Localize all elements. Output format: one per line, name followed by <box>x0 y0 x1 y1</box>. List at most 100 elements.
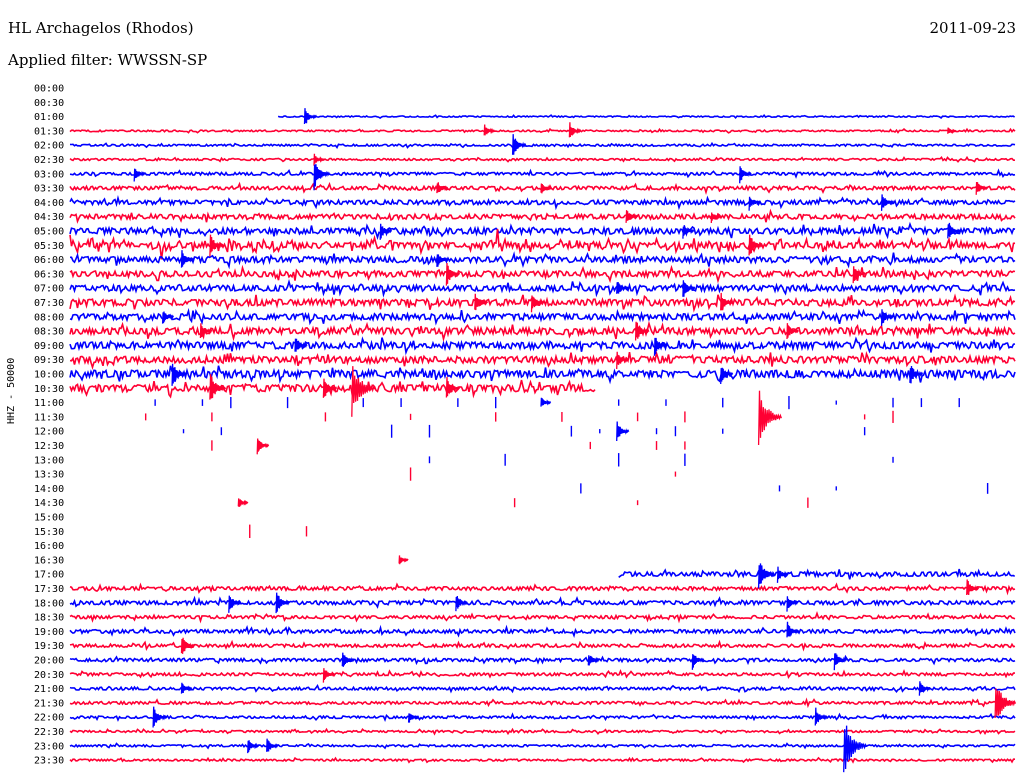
trace-row-2030 <box>69 668 1015 680</box>
event-burst <box>511 134 527 155</box>
event-burst <box>568 122 582 138</box>
event-burst <box>275 592 290 614</box>
event-burst <box>757 390 783 446</box>
event-burst <box>540 397 552 407</box>
event-burst <box>294 338 308 352</box>
event-burst <box>322 668 335 683</box>
trace-row-0500 <box>69 221 1016 240</box>
event-burst <box>161 311 174 324</box>
time-tick-label: 03:30 <box>34 184 64 195</box>
event-burst <box>341 652 355 667</box>
event-burst <box>436 254 449 267</box>
trace-row-2230 <box>69 727 1016 736</box>
event-burst <box>247 740 260 754</box>
time-tick-label: 14:00 <box>34 484 64 495</box>
event-burst <box>653 337 668 356</box>
trace-row-1900 <box>69 624 1016 638</box>
trace-row-1700 <box>618 568 1016 580</box>
time-tick-label: 12:00 <box>34 427 64 438</box>
time-tick-label: 01:30 <box>34 126 64 137</box>
event-burst <box>776 566 789 583</box>
event-burst <box>303 108 318 125</box>
trace-row-1730 <box>69 582 1016 596</box>
event-burst <box>909 365 924 384</box>
trace-row-0700 <box>69 278 1016 298</box>
trace-row-0800 <box>69 307 1016 326</box>
event-burst <box>739 166 752 184</box>
event-burst <box>757 563 775 589</box>
event-burst <box>833 653 847 671</box>
event-burst <box>720 367 734 385</box>
event-burst <box>483 124 495 136</box>
event-burst <box>407 713 420 723</box>
event-burst <box>880 309 894 326</box>
time-tick-label: 23:00 <box>34 741 64 752</box>
trace-row-0630 <box>69 264 1016 284</box>
time-tick-label: 19:30 <box>34 641 64 652</box>
event-burst <box>720 292 734 311</box>
time-tick-label: 07:00 <box>34 284 64 295</box>
time-tick-label: 04:00 <box>34 198 64 209</box>
time-tick-label: 21:00 <box>34 684 64 695</box>
time-tick-label: 14:30 <box>34 498 64 509</box>
time-tick-label: 11:00 <box>34 398 64 409</box>
time-tick-label: 11:30 <box>34 412 64 423</box>
event-burst <box>379 223 393 240</box>
time-tick-label: 00:00 <box>34 84 64 95</box>
time-tick-label: 10:00 <box>34 370 64 381</box>
time-tick-label: 23:30 <box>34 756 64 767</box>
event-burst <box>152 706 167 728</box>
time-tick-label: 03:00 <box>34 169 64 180</box>
event-burst <box>351 366 376 417</box>
event-burst <box>947 222 962 239</box>
trace-row-0200 <box>69 141 1016 150</box>
event-burst <box>947 127 957 135</box>
trace-row-0400 <box>69 194 1016 211</box>
time-tick-label: 13:30 <box>34 470 64 481</box>
trace-row-0300 <box>69 168 1016 179</box>
trace-row-1000 <box>69 365 1016 385</box>
event-burst <box>256 438 270 455</box>
record-date: 2011-09-23 <box>929 19 1016 37</box>
time-tick-label: 07:30 <box>34 298 64 309</box>
event-burst <box>133 168 146 182</box>
event-burst <box>199 323 213 339</box>
applied-filter: Applied filter: WWSSN-SP <box>8 51 208 69</box>
trace-row-0100 <box>277 113 1016 119</box>
event-burst <box>748 196 761 211</box>
station-name: HL Archagelos (Rhodos) <box>8 19 194 37</box>
event-burst <box>587 655 600 666</box>
event-burst <box>313 153 325 166</box>
time-tick-label: 20:30 <box>34 670 64 681</box>
time-tick-label: 17:00 <box>34 570 64 581</box>
event-burst <box>966 579 980 596</box>
time-tick-label: 02:00 <box>34 141 64 152</box>
event-burst <box>843 725 868 773</box>
trace-row-0830 <box>69 320 1016 343</box>
trace-row-1800 <box>69 595 1016 609</box>
trace-row-0130 <box>69 127 1016 134</box>
trace-row-1030 <box>69 379 596 399</box>
event-burst <box>682 225 695 239</box>
event-burst <box>814 707 828 726</box>
event-burst <box>975 181 988 195</box>
event-burst <box>445 262 461 286</box>
time-tick-label: 21:30 <box>34 698 64 709</box>
time-tick-label: 16:00 <box>34 541 64 552</box>
event-burst <box>228 595 242 613</box>
time-tick-label: 06:00 <box>34 255 64 266</box>
event-burst <box>398 555 409 565</box>
event-burst <box>710 212 722 224</box>
time-tick-label: 06:30 <box>34 269 64 280</box>
trace-row-0930 <box>69 350 1016 371</box>
time-tick-label: 09:00 <box>34 341 64 352</box>
event-burst <box>436 182 449 194</box>
time-tick-label: 02:30 <box>34 155 64 166</box>
trace-row-1830 <box>69 610 1016 624</box>
event-burst <box>313 164 331 191</box>
time-tick-label: 22:30 <box>34 727 64 738</box>
event-burst <box>540 183 552 194</box>
event-burst <box>625 210 639 223</box>
time-tick-label: 18:00 <box>34 598 64 609</box>
